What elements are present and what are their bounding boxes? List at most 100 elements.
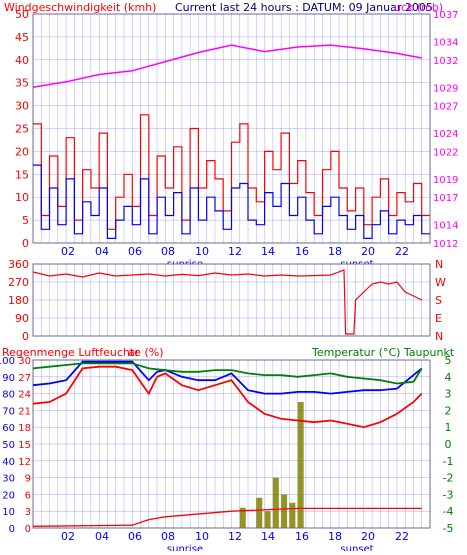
wind-avg-series [33, 164, 430, 239]
pressure-y-tick-label: 1029 [433, 83, 458, 94]
climate-x-tick-label: 18 [328, 530, 342, 543]
temperature-y-tick-label: 4 [445, 371, 452, 384]
dewpoint-series [32, 365, 423, 429]
rain-total-series [32, 507, 422, 527]
pressure-y-tick-label: 1037 [433, 10, 458, 21]
rain-y-tick-label: 12 [18, 457, 31, 468]
humidity-y-tick-label: 10 [2, 507, 15, 518]
temperature-y-tick-label: 5 [445, 354, 452, 367]
wind-speed-axis-title: Windgeschwindigkeit (kmh) [4, 1, 156, 14]
direction-y-label: S [435, 294, 442, 307]
pressure-y-tick-label: 1024 [433, 129, 458, 140]
rain-y-tick-label: 0 [25, 524, 31, 535]
wind-y-tick-label: 30 [15, 100, 29, 113]
climate-x-tick-label: 16 [295, 530, 309, 543]
rain-bar [272, 477, 279, 528]
temperature-y-tick-label: -3 [443, 488, 454, 501]
climate-x-tick-label: 08 [161, 530, 175, 543]
direction-y-tick-label: 0 [22, 330, 29, 343]
humidity-series [32, 360, 423, 395]
rain-bar [289, 502, 296, 528]
pressure-y-tick-label: 1019 [433, 175, 458, 186]
direction-y-label: W [435, 276, 446, 289]
wind-x-tick-label: 10 [195, 245, 209, 258]
wind-x-tick-label: 14 [261, 245, 275, 258]
wind-x-tick-label: 22 [395, 245, 409, 258]
pressure-y-tick-label: 1012 [433, 239, 458, 250]
humidity-y-tick-label: 90 [2, 373, 15, 384]
climate-x-tick-label: 22 [395, 530, 409, 543]
direction-y-tick-label: 180 [8, 294, 29, 307]
wind-y-tick-label: 5 [22, 214, 29, 227]
wind-y-tick-label: 35 [15, 77, 29, 90]
humidity-y-tick-label: 0 [9, 524, 15, 535]
rain-y-tick-label: 3 [25, 507, 31, 518]
climate-x-tick-label: 14 [261, 530, 275, 543]
direction-y-tick-label: 270 [8, 276, 29, 289]
rain-y-tick-label: 9 [25, 474, 31, 485]
wind-y-tick-label: 40 [15, 54, 29, 67]
wind-gust-series [33, 114, 430, 230]
temperature-y-tick-label: -2 [443, 472, 454, 485]
wind-y-tick-label: 50 [15, 8, 29, 21]
rain-bar [281, 494, 288, 528]
rain-y-tick-label: 21 [18, 406, 31, 417]
pressure-y-tick-label: 1034 [433, 37, 458, 48]
rain-y-tick-label: 18 [18, 423, 31, 434]
humidity-y-tick-label: 70 [2, 406, 15, 417]
climate-plot-frame [32, 359, 431, 529]
climate-x-tick-label: 12 [228, 530, 242, 543]
rain-y-tick-label: 6 [25, 490, 31, 501]
bottom-left-axis-suffix: ar [128, 346, 140, 359]
temperature-y-tick-label: 1 [445, 421, 452, 434]
pressure-series [32, 44, 422, 89]
temperature-series [32, 362, 423, 385]
climate-x-tick-label: 02 [61, 530, 75, 543]
wind-y-tick-label: 20 [15, 145, 29, 158]
rain-bar [297, 402, 304, 528]
wind-x-tick-label: 16 [295, 245, 309, 258]
pressure-y-tick-label: 1017 [433, 193, 458, 204]
humidity-y-tick-label: 20 [2, 490, 15, 501]
wind-y-tick-label: 10 [15, 191, 29, 204]
wind-x-tick-label: 12 [228, 245, 242, 258]
rain-y-tick-label: 24 [18, 390, 31, 401]
direction-y-label: N [435, 258, 443, 271]
sunrise-label: sunrise [167, 544, 203, 551]
climate-x-tick-label: 06 [128, 530, 142, 543]
chart-title: Current last 24 hours : DATUM: 09 Januar… [175, 1, 433, 14]
climate-x-tick-label: 04 [95, 530, 109, 543]
climate-x-tick-label: 20 [361, 530, 375, 543]
rain-y-tick-label: 27 [18, 373, 31, 384]
pressure-axis-title: uck (mb) [394, 1, 443, 14]
wind-x-tick-label: 20 [361, 245, 375, 258]
temperature-y-tick-label: 3 [445, 388, 452, 401]
direction-plot-frame [32, 263, 431, 337]
sunset-label: sunset [340, 544, 373, 551]
rain-y-tick-label: 30 [18, 356, 31, 367]
pressure-y-tick-label: 1032 [433, 56, 458, 67]
direction-y-tick-label: 90 [15, 312, 29, 325]
pressure-y-tick-label: 1027 [433, 102, 458, 113]
direction-y-tick-label: 360 [8, 258, 29, 271]
wind-y-tick-label: 45 [15, 31, 29, 44]
humidity-y-tick-label: 50 [2, 440, 15, 451]
temperature-y-tick-label: -1 [443, 455, 454, 468]
wind-x-tick-label: 02 [61, 245, 75, 258]
rain-bar [239, 507, 246, 528]
rain-bar [264, 511, 271, 528]
rain-bar [256, 497, 263, 528]
bottom-left-axis-title: Regenmenge Luftfeuchte (%) [2, 346, 163, 359]
humidity-y-tick-label: 40 [2, 457, 15, 468]
wind-y-tick-label: 25 [15, 123, 29, 136]
temperature-y-tick-label: 2 [445, 404, 452, 417]
wind-x-tick-label: 08 [161, 245, 175, 258]
humidity-y-tick-label: 80 [2, 390, 15, 401]
pressure-y-tick-label: 1014 [433, 221, 458, 232]
wind-x-tick-label: 06 [128, 245, 142, 258]
direction-series [32, 269, 422, 335]
temperature-y-tick-label: 0 [445, 438, 452, 451]
direction-y-label: N [435, 330, 443, 343]
